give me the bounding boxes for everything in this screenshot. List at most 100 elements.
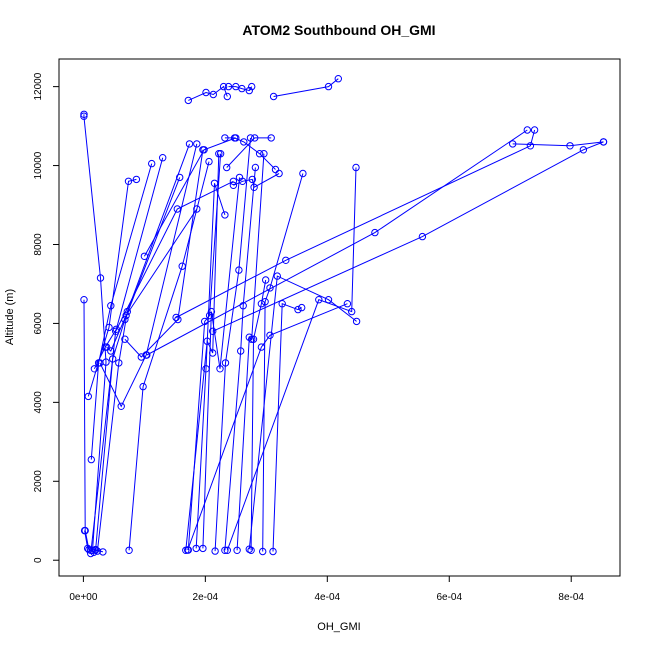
plot-frame xyxy=(58,58,621,577)
data-point xyxy=(102,343,111,351)
data-point xyxy=(209,327,217,335)
data-point xyxy=(579,146,588,154)
data-point xyxy=(509,140,517,148)
data-point xyxy=(245,333,254,341)
x-tick-label: 8e-04 xyxy=(558,592,584,603)
data-point xyxy=(132,175,141,184)
data-point xyxy=(99,548,107,556)
data-point xyxy=(245,545,254,553)
profile-line-5 xyxy=(90,163,153,460)
data-point xyxy=(184,546,192,554)
data-point xyxy=(211,547,219,555)
data-point xyxy=(193,140,201,148)
data-point xyxy=(96,274,105,282)
data-point xyxy=(255,150,264,158)
data-point xyxy=(262,276,270,284)
chart-title: ATOM2 Southbound OH_GMI xyxy=(242,22,435,38)
data-point xyxy=(205,157,213,166)
profile-line-12 xyxy=(128,161,210,551)
data-point xyxy=(257,300,266,308)
data-point xyxy=(223,546,232,554)
data-point xyxy=(174,315,182,324)
data-point xyxy=(223,92,232,101)
data-point xyxy=(371,228,379,237)
data-point xyxy=(80,526,89,535)
data-point xyxy=(87,455,96,464)
data-point xyxy=(143,351,151,359)
data-point xyxy=(298,303,306,312)
data-point xyxy=(237,347,245,355)
data-point xyxy=(123,307,132,316)
y-tick-label: 2000 xyxy=(33,470,44,493)
data-point xyxy=(266,331,274,339)
data-point xyxy=(235,266,243,274)
data-point xyxy=(251,134,259,142)
data-point xyxy=(80,112,88,120)
data-point xyxy=(219,82,228,91)
data-point xyxy=(352,317,361,326)
y-tick-label: 6000 xyxy=(33,312,44,335)
data-point xyxy=(324,82,333,91)
y-axis: 0 2000 4000 6000 8000 10000 12000 xyxy=(33,72,60,563)
data-point xyxy=(115,359,123,367)
data-point xyxy=(269,547,277,556)
data-point xyxy=(343,300,352,308)
data-points xyxy=(80,75,608,558)
data-point xyxy=(526,142,535,150)
data-point xyxy=(247,546,255,554)
data-point xyxy=(216,365,224,373)
data-point xyxy=(117,402,125,410)
data-point xyxy=(80,296,88,304)
y-axis-label: Altitude (m) xyxy=(4,289,16,345)
profile-line-13 xyxy=(90,180,234,554)
profile-line-25 xyxy=(224,167,256,551)
data-point xyxy=(294,305,302,314)
profile-line-17 xyxy=(273,78,339,97)
data-point xyxy=(109,355,117,363)
data-point xyxy=(221,359,230,367)
data-point xyxy=(273,272,281,280)
data-point xyxy=(91,546,100,554)
profile-line-2 xyxy=(83,299,90,550)
data-point xyxy=(148,159,156,168)
profile-line-7 xyxy=(95,177,181,551)
y-tick-label: 8000 xyxy=(33,233,44,256)
data-point xyxy=(221,211,229,219)
x-tick-label: 6e-04 xyxy=(436,592,462,603)
data-point xyxy=(269,92,278,101)
data-point xyxy=(599,138,608,146)
x-tick-label: 0e+00 xyxy=(69,592,98,603)
data-point xyxy=(248,175,257,184)
data-point xyxy=(352,163,360,172)
data-point xyxy=(203,337,211,345)
data-point xyxy=(125,546,133,554)
data-point xyxy=(178,262,186,270)
data-point xyxy=(261,298,269,306)
data-point xyxy=(184,96,193,105)
data-point xyxy=(233,546,241,554)
profile-line-32 xyxy=(248,275,357,550)
data-point xyxy=(249,335,258,343)
profile-line-8 xyxy=(96,143,190,552)
data-point xyxy=(257,343,266,351)
data-point xyxy=(229,181,238,190)
data-point xyxy=(96,359,104,367)
profile-line-33 xyxy=(175,129,536,318)
data-point xyxy=(139,382,147,391)
data-point xyxy=(105,323,113,332)
data-point xyxy=(87,549,95,558)
data-point xyxy=(172,313,180,322)
data-point xyxy=(246,134,255,142)
data-point xyxy=(185,140,194,148)
profile-line-24 xyxy=(214,137,251,552)
data-point xyxy=(299,169,307,178)
data-point xyxy=(209,349,217,357)
data-point xyxy=(159,154,167,162)
x-tick-label: 4e-04 xyxy=(315,592,341,603)
profile-line-28 xyxy=(262,173,304,552)
data-point xyxy=(140,252,149,260)
profile-lines xyxy=(83,78,604,554)
profile-line-23 xyxy=(202,177,240,549)
data-point xyxy=(275,169,283,178)
